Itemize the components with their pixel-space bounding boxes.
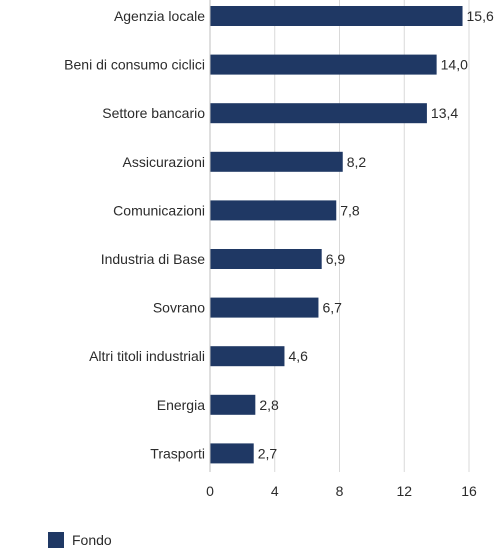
legend-swatch-fondo <box>48 532 64 548</box>
bar <box>210 151 343 172</box>
value-label: 2,8 <box>259 397 279 413</box>
category-label: Agenzia locale <box>114 8 205 24</box>
value-label: 8,2 <box>347 154 367 170</box>
legend: Fondo <box>48 532 112 548</box>
category-label: Trasporti <box>150 445 205 461</box>
value-label: 4,6 <box>288 348 308 364</box>
bar <box>210 6 463 26</box>
bar <box>210 249 322 269</box>
category-label: Sovrano <box>153 300 205 316</box>
value-label: 13,4 <box>431 105 458 121</box>
legend-label-fondo: Fondo <box>72 532 112 548</box>
x-tick-label: 4 <box>271 483 279 499</box>
value-label: 2,7 <box>258 445 278 461</box>
category-label: Energia <box>157 397 205 413</box>
bar <box>210 297 319 318</box>
value-label: 14,0 <box>441 57 468 73</box>
value-label: 6,7 <box>322 300 342 316</box>
category-label: Beni di consumo ciclici <box>64 57 205 73</box>
category-label: Industria di Base <box>101 251 205 267</box>
category-label: Assicurazioni <box>123 154 205 170</box>
category-label: Comunicazioni <box>113 202 205 218</box>
x-tick-label: 0 <box>206 483 214 499</box>
category-label: Settore bancario <box>102 105 205 121</box>
value-label: 7,8 <box>340 202 360 218</box>
x-tick-label: 16 <box>461 483 477 499</box>
bar <box>210 443 254 464</box>
bar <box>210 54 437 75</box>
bar <box>210 346 285 367</box>
value-label: 15,6 <box>467 8 494 24</box>
category-label: Altri titoli industriali <box>89 348 205 364</box>
bar <box>210 200 337 221</box>
x-tick-label: 12 <box>396 483 412 499</box>
x-tick-label: 8 <box>336 483 344 499</box>
value-label: 6,9 <box>326 251 346 267</box>
bar <box>210 394 256 415</box>
bar <box>210 103 427 124</box>
